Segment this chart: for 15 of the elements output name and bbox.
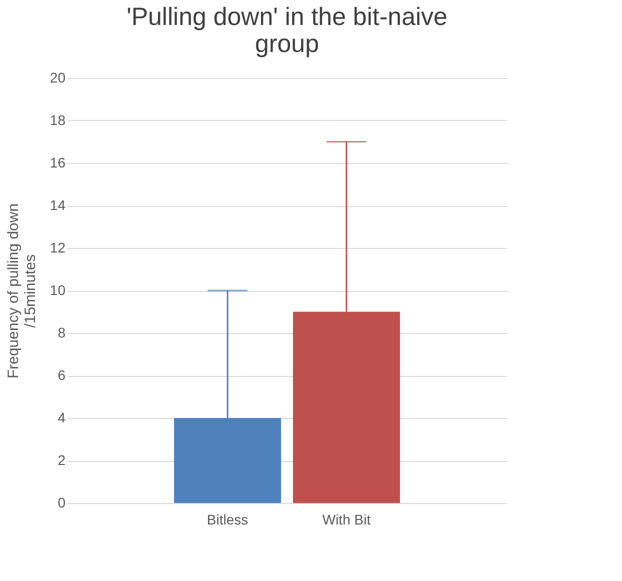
y-tick-label: 6	[58, 367, 66, 383]
y-tick-label: 0	[58, 494, 66, 510]
y-tick-label: 20	[50, 70, 66, 86]
y-axis-title: Frequency of pulling down /15minutes	[4, 203, 39, 379]
y-tick-label: 12	[50, 240, 66, 256]
y-tick-label: 2	[58, 452, 66, 468]
y-tick-label: 14	[50, 197, 66, 213]
x-tick-label: With Bit	[322, 512, 371, 528]
y-tick-label: 8	[58, 324, 66, 340]
y-tick-label: 4	[58, 410, 66, 426]
x-tick-label: Bitless	[206, 512, 248, 528]
chart-title: 'Pulling down' in the bit-naive group	[126, 3, 448, 58]
y-tick-label: 10	[50, 282, 66, 298]
y-tick-label: 16	[50, 154, 66, 170]
y-tick-label: 18	[50, 112, 66, 128]
